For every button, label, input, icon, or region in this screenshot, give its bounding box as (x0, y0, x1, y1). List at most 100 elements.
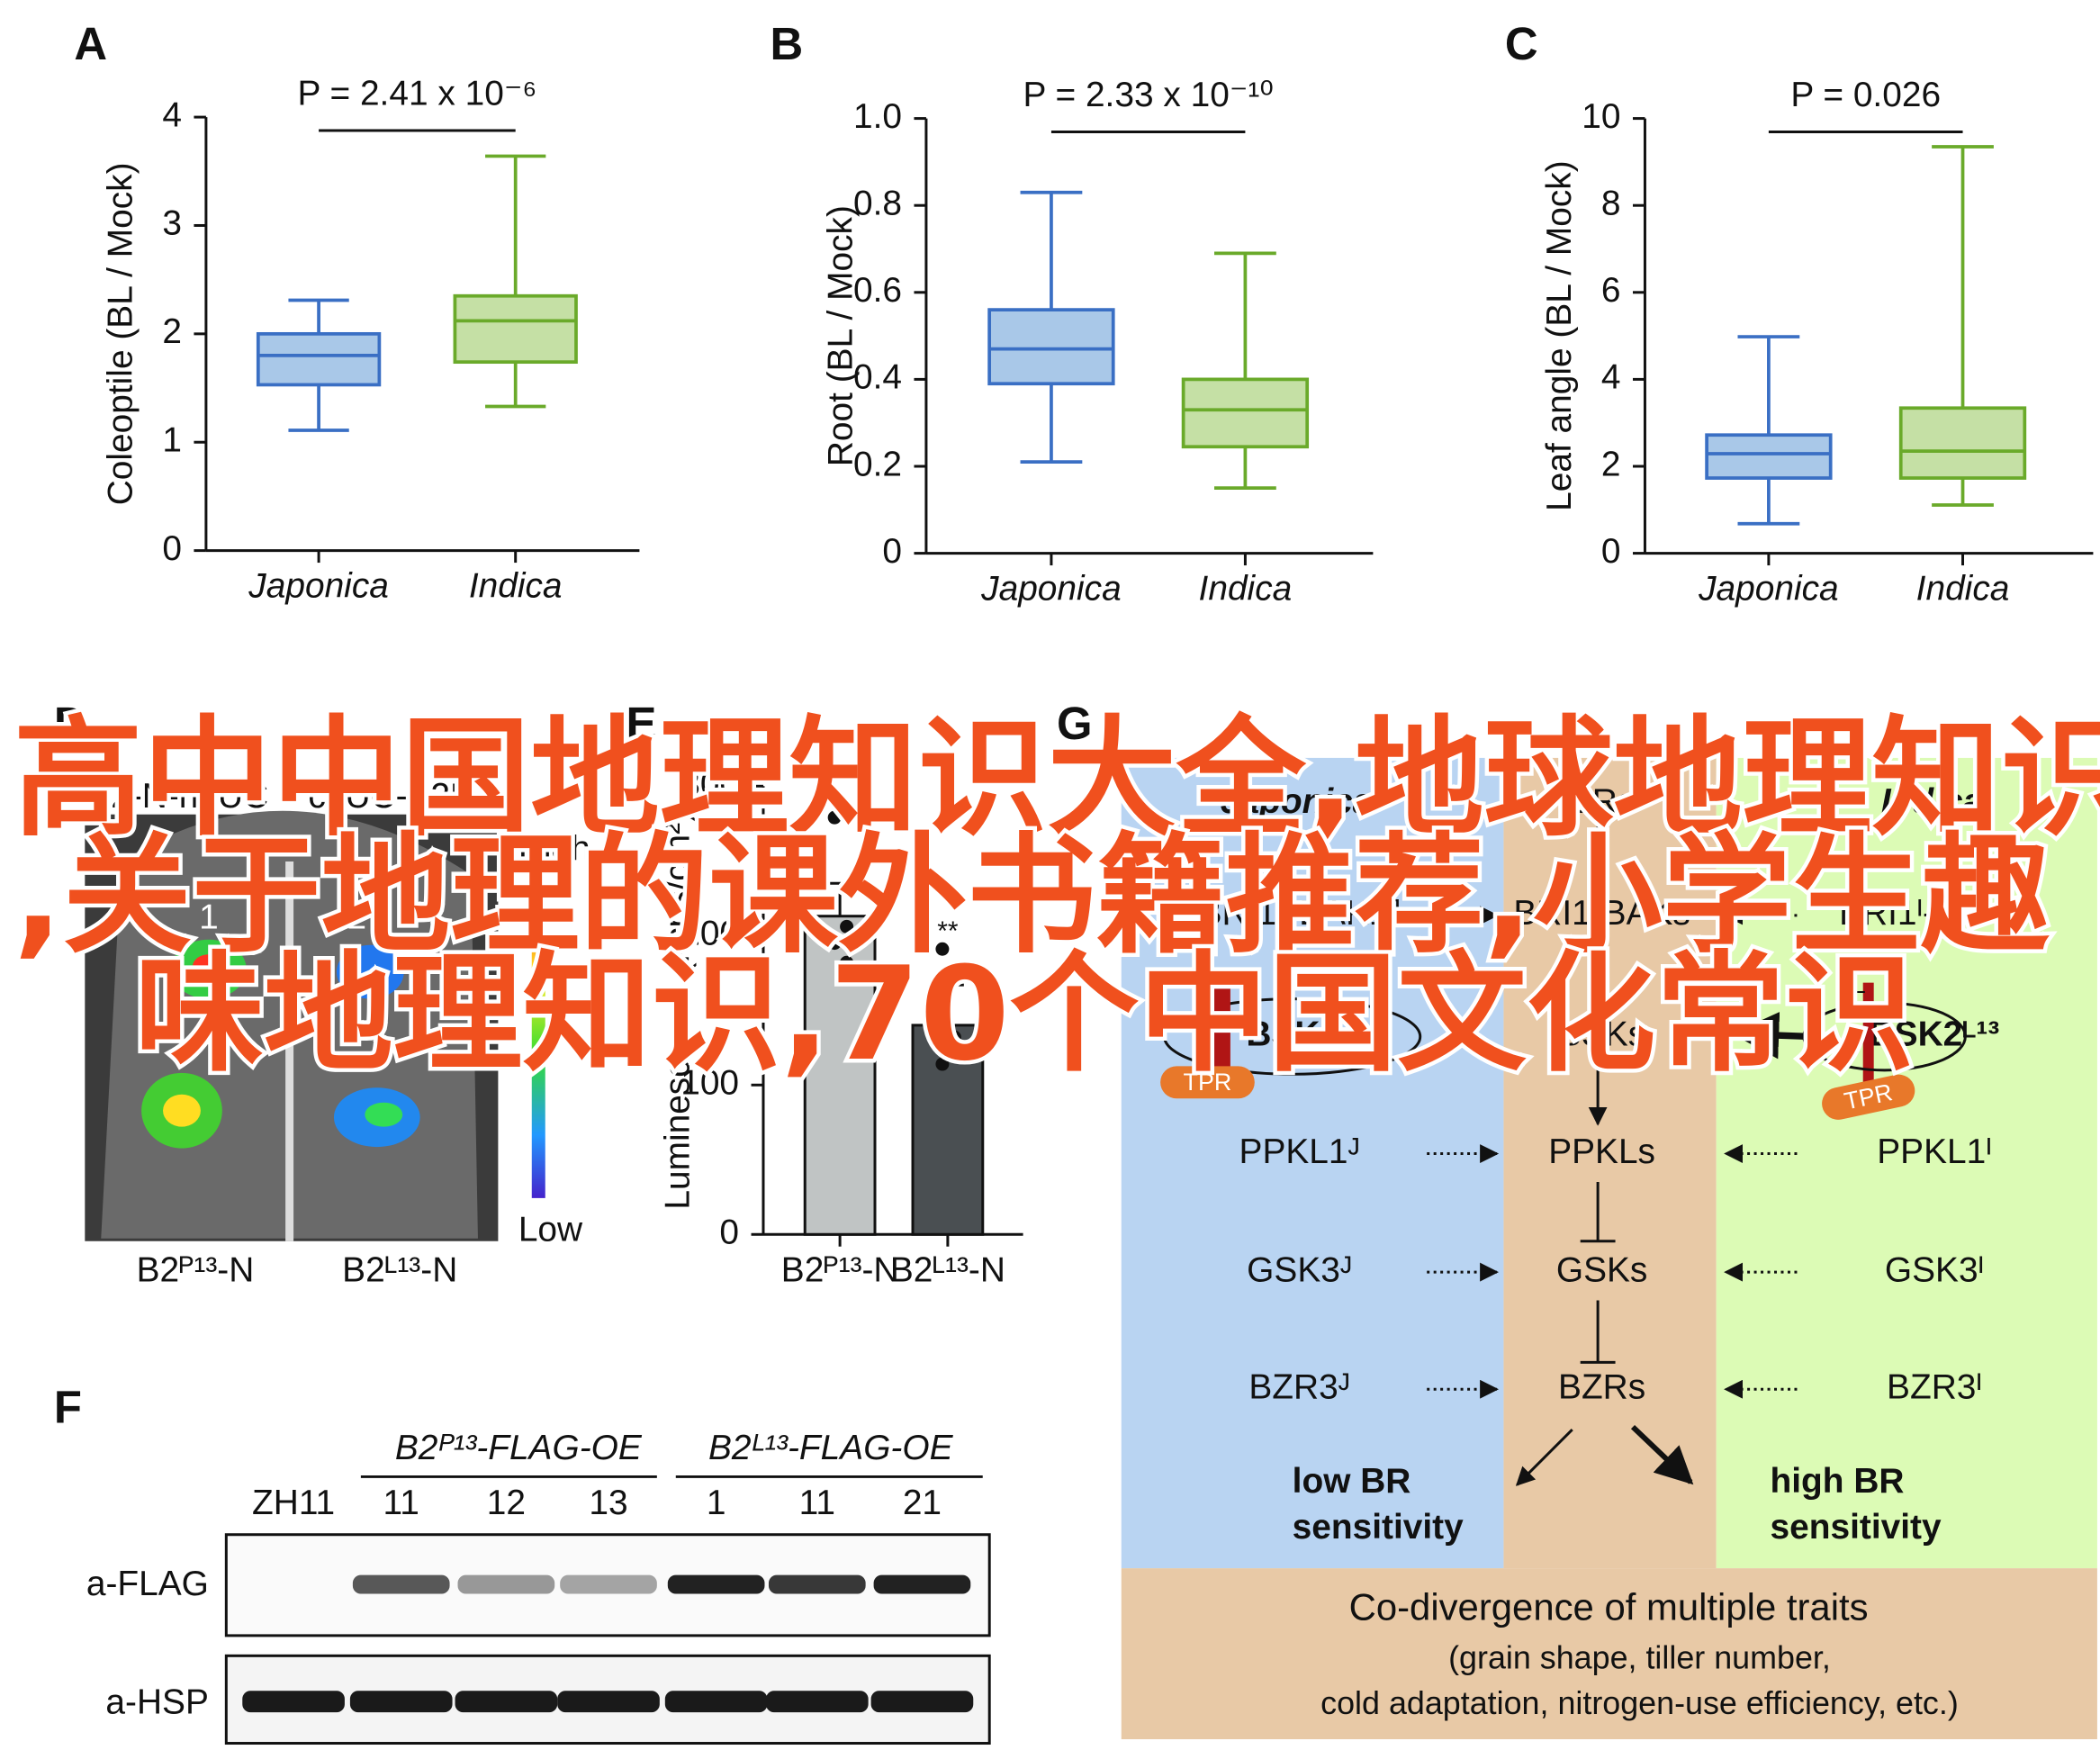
data-point (947, 1030, 961, 1044)
lane-label: ZH11 (252, 1484, 335, 1522)
group-label: B2ᴸ¹³-FLAG-OE (708, 1429, 954, 1467)
y-tick-label: 1.0 (853, 97, 902, 136)
panel-letter: B (770, 18, 803, 69)
panel-letter: F (54, 1382, 82, 1433)
x-tick-label: B2ᴸ¹³-N (890, 1250, 1005, 1289)
overlay-title: 高中中国地理知识大全,地球地理知识,关于地理的课外书籍推荐,小学生趣味地理知识,… (10, 699, 2100, 1094)
band (664, 1691, 768, 1713)
panel-letter: G (1057, 698, 1093, 749)
band (870, 1691, 974, 1713)
colorbar (531, 881, 545, 1198)
p-value: P = 2.41 x 10⁻⁶ (297, 74, 536, 113)
lane-label: 11 (799, 1484, 835, 1522)
data-point (947, 1043, 961, 1058)
node-label: BZR3ᴶ (1248, 1368, 1349, 1407)
lane-label: 21 (903, 1484, 942, 1522)
lane-label: 13 (589, 1484, 627, 1522)
brs-zone (1503, 757, 1717, 1569)
y-axis-label: Coleoptile (BL / Mock) (101, 162, 140, 505)
spot-label: 1 (199, 898, 219, 937)
node-label: GSK3ᴵ (1885, 1250, 1984, 1289)
band (768, 1574, 866, 1594)
y-tick-label: 0 (882, 532, 902, 571)
y-tick-label: 300 (680, 765, 739, 804)
node-label: BZRs (1558, 1368, 1645, 1407)
band (667, 1574, 765, 1594)
band (557, 1691, 660, 1713)
box (1898, 406, 2027, 480)
x-tick-label: Japonica (980, 570, 1122, 609)
data-point (827, 936, 842, 951)
panel-letter: D (54, 698, 87, 749)
band (560, 1574, 657, 1594)
y-tick-label: 2 (1601, 445, 1621, 483)
y-tick-label: 3 (162, 204, 182, 243)
lane-label: 1 (707, 1484, 726, 1522)
panel-letter: C (1505, 18, 1538, 69)
arrow (1630, 1424, 1694, 1485)
node-label: PPKL1ᴶ (1239, 1132, 1359, 1171)
data-point (827, 810, 842, 825)
lane-label: 12 (487, 1484, 526, 1522)
category-label: B2ᴾ¹³-N (137, 1250, 255, 1289)
overlay-line: 味地理知识,70个中国文化常识 (135, 939, 1915, 1089)
y-axis-label: Root (BL / Mock) (821, 205, 860, 466)
panel-g: G Japonica BRs Indica BRI1ᴶ-BAK1ᴶ BRI1-BA… (1057, 698, 2097, 1740)
p-value: P = 2.33 x 10⁻¹⁰ (1023, 76, 1273, 114)
anchor (1211, 982, 1230, 1078)
scale-high: High (518, 829, 590, 868)
indica-zone (1716, 757, 2097, 1569)
sensitivity: low BR (1293, 1462, 1411, 1501)
panel-letter: E (626, 698, 656, 749)
node-label: GSKs (1556, 1250, 1648, 1289)
traits-zone (1121, 1568, 2097, 1740)
traits-text: (grain shape, tiller number, (1448, 1639, 1831, 1675)
x-tick-label: Indica (1916, 570, 2010, 609)
band (349, 1691, 453, 1713)
band (455, 1691, 558, 1713)
box (256, 331, 382, 387)
membrane-loop (1163, 997, 1422, 1076)
charts: A 0 1 2 3 4 Coleoptile (BL / Mock) Japonica Indi… (74, 18, 2094, 1289)
site-label: L (1852, 971, 1866, 998)
sensitivity: sensitivity (1771, 1508, 1942, 1547)
sensitivity: sensitivity (1293, 1508, 1464, 1547)
anchor (1862, 982, 1874, 1091)
y-tick-label: 10 (1582, 97, 1620, 136)
sensitivity: high BR (1771, 1462, 1905, 1501)
data-point (935, 942, 950, 956)
arrow (1731, 1012, 1811, 1060)
y-tick-label: 0.8 (853, 184, 902, 222)
y-tick-label: 0.2 (853, 445, 902, 483)
node-label: BSK2ᴸ¹³ (1870, 1015, 2000, 1054)
y-tick-label: 0 (1601, 532, 1621, 571)
data-point (935, 1057, 950, 1071)
panel-title: B2-N-nLUC + cLUC-B2R (87, 777, 475, 816)
node-label: PPKL1ᴵ (1877, 1132, 1991, 1171)
band (873, 1574, 971, 1594)
node-label: BSK2ᴶ (1246, 1015, 1352, 1054)
node-label: GSK3ᴶ (1247, 1250, 1351, 1289)
box (1181, 377, 1310, 449)
p-value: P = 0.026 (1790, 76, 1941, 114)
arrow (1515, 1429, 1573, 1486)
band (242, 1691, 345, 1713)
category-label: B2ᴸ¹³-N (342, 1250, 457, 1289)
header: Indica (1881, 782, 1982, 821)
lane-labels: ZH11 11 12 13 1 11 21 (252, 1484, 942, 1522)
data-point (840, 919, 854, 934)
node-label: PPKLs (1548, 1132, 1655, 1171)
group-label: B2ᴾ¹³-FLAG-OE (395, 1429, 643, 1467)
node-label: BZR3ᴵ (1887, 1368, 1982, 1407)
y-tick-label: 200 (680, 915, 739, 953)
overlay-line: ,关于地理的课外书籍推荐,小学生趣 (14, 820, 2050, 970)
row-label: a-FLAG (86, 1565, 209, 1603)
spot (336, 944, 404, 999)
band (352, 1574, 450, 1594)
row-label: a-HSP (105, 1682, 208, 1721)
japonica-zone (1121, 757, 1504, 1569)
y-tick-label: 4 (162, 95, 182, 134)
spot (163, 1094, 201, 1127)
x-tick-label: Japonica (248, 567, 389, 606)
